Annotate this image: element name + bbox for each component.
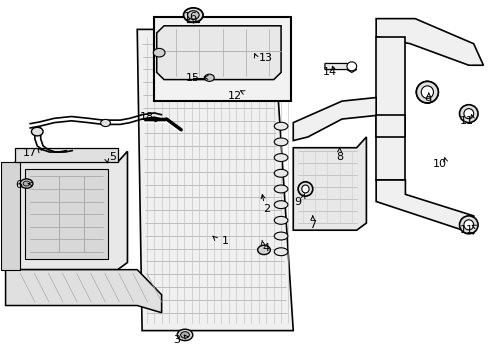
Polygon shape [15, 148, 118, 162]
Text: 17: 17 [23, 148, 37, 158]
Circle shape [257, 245, 270, 255]
Text: 3: 3 [172, 334, 180, 345]
Ellipse shape [459, 216, 477, 234]
Circle shape [204, 74, 214, 81]
Ellipse shape [301, 185, 308, 193]
Ellipse shape [298, 182, 312, 196]
Circle shape [180, 332, 189, 338]
Polygon shape [325, 63, 356, 72]
Ellipse shape [274, 201, 287, 208]
Ellipse shape [459, 105, 477, 123]
Bar [154, 17, 290, 101]
Text: 11: 11 [458, 116, 472, 126]
Ellipse shape [274, 216, 287, 224]
Circle shape [31, 127, 43, 136]
Ellipse shape [415, 81, 437, 103]
Text: 1: 1 [221, 236, 228, 246]
Ellipse shape [274, 154, 287, 162]
Circle shape [23, 181, 30, 186]
Text: 6: 6 [16, 180, 22, 190]
Polygon shape [157, 26, 281, 80]
Text: 18: 18 [140, 112, 154, 122]
Text: 7: 7 [308, 220, 316, 230]
Text: 13: 13 [258, 53, 272, 63]
Polygon shape [375, 19, 483, 65]
Text: 8: 8 [335, 152, 343, 162]
Polygon shape [375, 116, 405, 137]
Circle shape [187, 11, 199, 19]
Text: 10: 10 [432, 159, 446, 169]
Text: 2: 2 [263, 204, 269, 214]
Bar [187, 16, 199, 22]
Ellipse shape [346, 62, 356, 71]
Ellipse shape [415, 81, 437, 103]
Text: 11: 11 [458, 225, 472, 235]
Polygon shape [293, 98, 375, 140]
Circle shape [101, 120, 110, 127]
Polygon shape [0, 162, 20, 270]
Ellipse shape [274, 122, 287, 130]
Text: 16: 16 [183, 12, 198, 22]
Polygon shape [293, 137, 366, 230]
Polygon shape [25, 169, 108, 259]
Circle shape [177, 329, 192, 341]
Text: 5: 5 [109, 152, 116, 162]
Text: 9: 9 [294, 197, 301, 207]
Polygon shape [375, 37, 405, 180]
Text: 15: 15 [186, 73, 200, 83]
Ellipse shape [274, 138, 287, 146]
Ellipse shape [420, 86, 432, 98]
Ellipse shape [274, 185, 287, 193]
Polygon shape [137, 30, 293, 330]
Polygon shape [15, 151, 127, 270]
Text: 14: 14 [322, 67, 336, 77]
Ellipse shape [274, 232, 287, 240]
Text: 4: 4 [263, 243, 269, 253]
Text: 12: 12 [227, 91, 241, 101]
Ellipse shape [274, 248, 287, 256]
Text: 9: 9 [423, 96, 430, 106]
Ellipse shape [463, 109, 473, 119]
Ellipse shape [274, 169, 287, 177]
Circle shape [153, 48, 164, 57]
Circle shape [20, 179, 33, 188]
Polygon shape [375, 180, 473, 234]
Circle shape [183, 8, 203, 22]
Ellipse shape [463, 220, 473, 230]
Polygon shape [5, 270, 161, 313]
